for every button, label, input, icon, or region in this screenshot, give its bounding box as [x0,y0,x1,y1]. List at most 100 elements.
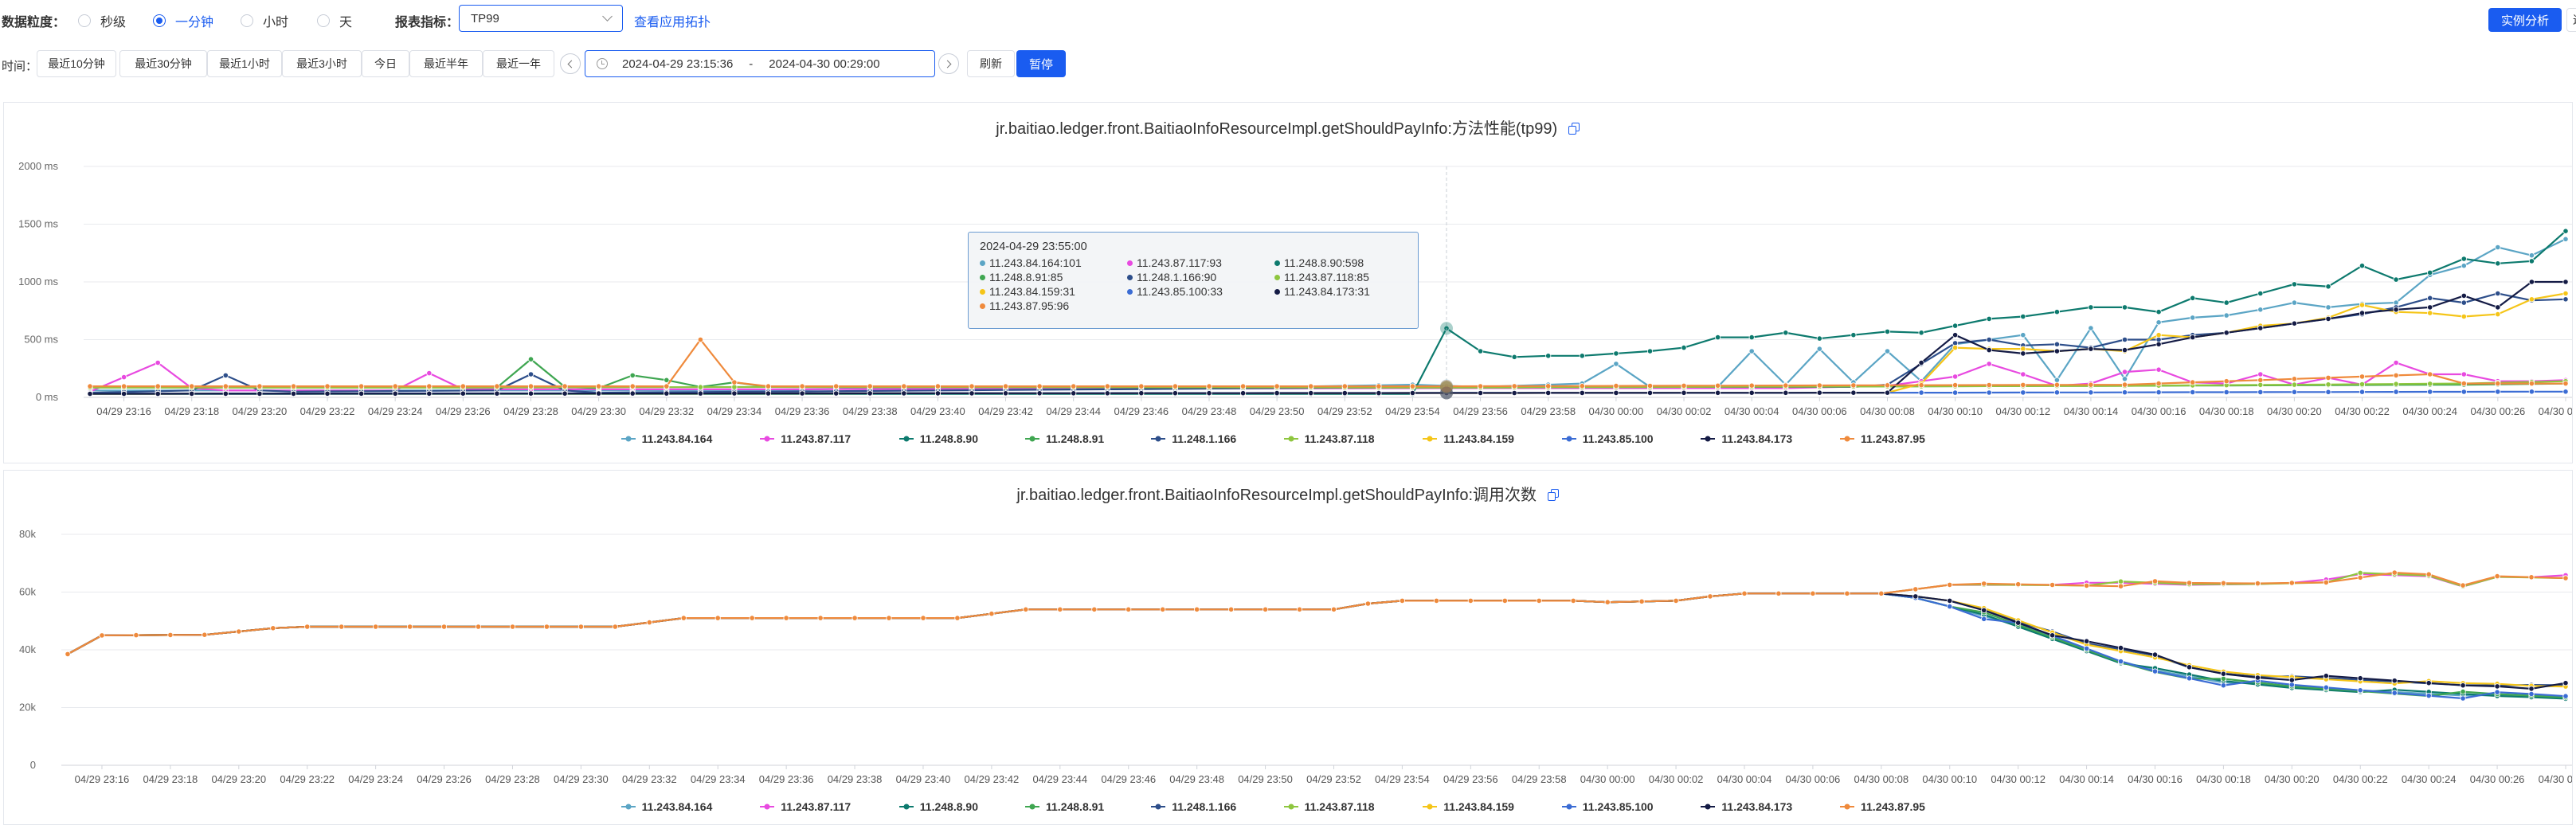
data-point[interactable] [358,383,365,389]
data-point[interactable] [2121,381,2128,388]
data-point[interactable] [901,390,907,397]
data-point[interactable] [2393,307,2399,313]
data-point[interactable] [2257,377,2264,383]
legend-item[interactable]: 11.243.84.159 [1423,432,1514,445]
data-point[interactable] [2288,580,2295,586]
data-point[interactable] [646,620,652,626]
data-point[interactable] [2393,389,2399,395]
data-point[interactable] [1104,383,1110,389]
data-point[interactable] [2155,319,2162,326]
data-point[interactable] [2151,651,2159,658]
data-point[interactable] [2088,325,2094,331]
data-point[interactable] [65,651,71,657]
data-point[interactable] [543,624,550,630]
data-point[interactable] [1308,389,1314,397]
data-point[interactable] [2325,381,2331,388]
data-point[interactable] [1138,383,1145,389]
data-point[interactable] [189,383,195,389]
data-point[interactable] [2117,658,2124,665]
granularity-option-day[interactable]: 天 [317,11,352,30]
data-point[interactable] [2020,371,2026,377]
data-point[interactable] [324,383,331,389]
data-point[interactable] [1638,598,1645,604]
legend-item[interactable]: 11.248.8.91 [1025,432,1104,445]
data-point[interactable] [1376,383,1382,389]
data-point[interactable] [2155,341,2162,347]
data-point[interactable] [1918,389,1924,396]
data-point[interactable] [290,390,297,397]
data-point[interactable] [1274,383,1280,389]
data-point[interactable] [1884,348,1891,354]
data-point[interactable] [2427,381,2433,387]
data-point[interactable] [1986,315,1992,322]
data-point[interactable] [731,390,738,397]
data-point[interactable] [2291,376,2297,382]
data-point[interactable] [1947,597,1953,604]
prev-range-button[interactable] [560,53,581,74]
data-point[interactable] [2257,389,2264,395]
data-point[interactable] [2223,312,2230,319]
data-point[interactable] [392,383,398,389]
data-point[interactable] [2528,252,2535,259]
data-point[interactable] [1160,606,1166,612]
data-point[interactable] [1981,581,1987,587]
legend-item[interactable]: 11.243.87.95 [1840,432,1925,445]
data-point[interactable] [1981,616,1987,622]
data-point[interactable] [2460,688,2466,695]
data-point[interactable] [851,615,858,621]
data-point[interactable] [2461,371,2467,377]
data-point[interactable] [2461,263,2467,269]
data-point[interactable] [2117,645,2124,651]
data-point[interactable] [460,383,466,389]
data-point[interactable] [1409,389,1416,397]
legend-item[interactable]: 11.243.87.117 [760,432,851,445]
data-point[interactable] [2291,320,2297,326]
data-point[interactable] [236,628,242,635]
data-point[interactable] [1341,389,1348,397]
data-point[interactable] [1681,382,1687,389]
data-point[interactable] [2393,276,2399,283]
data-point[interactable] [1912,593,1919,600]
data-point[interactable] [2291,389,2297,395]
data-point[interactable] [2020,389,2026,396]
data-point[interactable] [2359,373,2366,380]
data-point[interactable] [954,615,961,621]
data-point[interactable] [475,624,482,630]
data-point[interactable] [1783,389,1789,396]
data-point[interactable] [1986,381,1992,389]
data-point[interactable] [1613,382,1619,389]
data-point[interactable] [1002,383,1009,389]
data-point[interactable] [2088,389,2094,396]
data-point[interactable] [1511,383,1517,389]
data-point[interactable] [2495,290,2501,297]
data-point[interactable] [2223,299,2230,306]
legend-item[interactable]: 11.243.84.173 [1701,432,1792,445]
data-point[interactable] [1570,597,1576,604]
data-point[interactable] [2562,693,2569,699]
data-point[interactable] [1783,330,1789,336]
legend-item[interactable]: 11.248.8.90 [898,800,978,813]
legend-item[interactable]: 11.243.87.118 [1283,432,1375,445]
data-point[interactable] [2121,336,2128,343]
data-point[interactable] [2357,574,2363,581]
data-point[interactable] [2084,638,2090,644]
instance-analysis-button[interactable]: 实例分析 [2488,8,2562,32]
data-point[interactable] [1947,604,1953,610]
data-point[interactable] [2562,380,2569,387]
data-point[interactable] [664,377,670,383]
data-point[interactable] [1844,590,1850,596]
data-point[interactable] [2223,378,2230,385]
data-point[interactable] [1071,383,1077,389]
data-point[interactable] [799,390,805,397]
data-point[interactable] [2427,304,2433,311]
data-point[interactable] [2257,371,2264,377]
data-point[interactable] [680,615,687,621]
data-point[interactable] [2325,374,2331,381]
data-point[interactable] [1715,382,1721,389]
data-point[interactable] [2357,687,2363,694]
series-11-248-8-90[interactable] [65,590,2569,702]
data-point[interactable] [1673,597,1679,604]
range-last-1h[interactable]: 最近1小时 [207,50,282,77]
granularity-option-minute[interactable]: 一分钟 [153,11,213,30]
legend-item[interactable]: 11.243.87.118 [1283,800,1375,813]
